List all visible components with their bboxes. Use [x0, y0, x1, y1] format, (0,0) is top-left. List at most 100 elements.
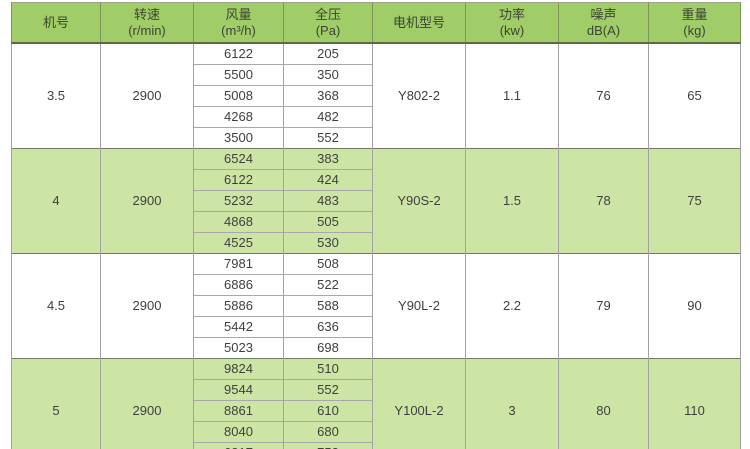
fan-spec-table: 机号 转速 (r/min) 风量 (m³/h) 全压 (Pa) 电机型号 [11, 2, 741, 449]
table-row: 5023 698 [12, 337, 741, 359]
cell-airflow: 9544 [193, 379, 284, 401]
cell-machine-no: 4 [11, 148, 101, 254]
table-row: 6817 752 [12, 442, 741, 449]
cell-power: 1.1 [465, 42, 559, 149]
header-unit: (kw) [499, 22, 525, 38]
cell-weight: 90 [648, 253, 741, 359]
header-label: 电机型号 [392, 14, 445, 30]
cell-airflow: 7981 [193, 253, 284, 275]
cell-pressure: 205 [283, 42, 373, 65]
header-label: 机号 [42, 14, 69, 30]
header-unit: (Pa) [315, 22, 341, 38]
cell-pressure: 610 [283, 400, 373, 422]
cell-airflow: 5232 [193, 190, 284, 212]
header-label: 功率 [498, 6, 525, 22]
cell-airflow: 6886 [193, 274, 284, 296]
table-row: 3500 552 [12, 127, 741, 149]
cell-airflow: 6122 [193, 169, 284, 191]
cell-noise: 79 [558, 253, 649, 359]
table-row: 4868 505 [12, 211, 741, 233]
cell-power: 1.5 [465, 148, 559, 254]
table-row: 5442 636 [12, 316, 741, 338]
cell-airflow: 5500 [193, 64, 284, 86]
table-row: 5886 588 [12, 295, 741, 317]
header-row: 机号 转速 (r/min) 风量 (m³/h) 全压 (Pa) 电机型号 [11, 2, 741, 44]
cell-airflow: 4268 [193, 106, 284, 128]
table-row: 5232 483 [12, 190, 741, 212]
cell-pressure: 698 [283, 337, 373, 359]
table-row: 6886 522 [12, 274, 741, 296]
header-power: 功率 (kw) [465, 2, 559, 44]
cell-pressure: 588 [283, 295, 373, 317]
table-row: 4 2900 6524 383 Y90S-2 1.5 78 75 [11, 148, 741, 254]
cell-pressure: 510 [283, 358, 373, 380]
cell-machine-no: 3.5 [11, 42, 101, 149]
cell-machine-no: 5 [11, 358, 101, 449]
cell-pressure: 530 [283, 232, 373, 254]
cell-airflow: 5886 [193, 295, 284, 317]
header-speed: 转速 (r/min) [100, 2, 194, 44]
header-machine-no: 机号 [11, 2, 101, 44]
header-noise: 噪声 dB(A) [558, 2, 649, 44]
header-unit: (m³/h) [221, 22, 256, 38]
cell-pressure: 752 [283, 442, 373, 449]
cell-airflow: 6524 [193, 148, 284, 170]
cell-pressure: 424 [283, 169, 373, 191]
cell-motor-model: Y100L-2 [372, 358, 466, 449]
cell-airflow: 5023 [193, 337, 284, 359]
table-row: 4.5 2900 7981 508 Y90L-2 2.2 79 90 [11, 253, 741, 359]
cell-pressure: 482 [283, 106, 373, 128]
cell-airflow: 6122 [193, 42, 284, 65]
cell-speed: 2900 [100, 42, 194, 149]
cell-airflow: 8040 [193, 421, 284, 443]
cell-motor-model: Y90L-2 [372, 253, 466, 359]
cell-pressure: 522 [283, 274, 373, 296]
header-airflow: 风量 (m³/h) [193, 2, 284, 44]
table-row: 3.5 2900 6122 205 Y802-2 1.1 76 65 [11, 42, 741, 149]
header-label: 噪声 [590, 6, 617, 22]
cell-airflow: 8861 [193, 400, 284, 422]
cell-airflow: 4525 [193, 232, 284, 254]
cell-power: 2.2 [465, 253, 559, 359]
cell-airflow: 5008 [193, 85, 284, 107]
cell-pressure: 552 [283, 127, 373, 149]
table-row: 5500 350 [12, 64, 741, 86]
cell-speed: 2900 [100, 148, 194, 254]
cell-airflow: 4868 [193, 211, 284, 233]
cell-pressure: 680 [283, 421, 373, 443]
cell-motor-model: Y802-2 [372, 42, 466, 149]
header-motor-model: 电机型号 [372, 2, 466, 44]
table-row: 6122 424 [12, 169, 741, 191]
table-row: 5008 368 [12, 85, 741, 107]
cell-noise: 76 [558, 42, 649, 149]
header-label: 全压 [314, 6, 341, 22]
cell-pressure: 368 [283, 85, 373, 107]
table-row: 4525 530 [12, 232, 741, 254]
header-weight: 重量 (kg) [648, 2, 741, 44]
cell-pressure: 383 [283, 148, 373, 170]
header-unit: (r/min) [128, 22, 166, 38]
table-row: 4268 482 [12, 106, 741, 128]
table-row: 9544 552 [12, 379, 741, 401]
cell-machine-no: 4.5 [11, 253, 101, 359]
table-row: 8861 610 [12, 400, 741, 422]
cell-weight: 75 [648, 148, 741, 254]
table-row: 5 2900 9824 510 Y100L-2 3 80 110 [11, 358, 741, 449]
cell-pressure: 483 [283, 190, 373, 212]
cell-pressure: 505 [283, 211, 373, 233]
cell-airflow: 6817 [193, 442, 284, 449]
header-label: 重量 [681, 6, 708, 22]
cell-noise: 80 [558, 358, 649, 449]
cell-pressure: 552 [283, 379, 373, 401]
cell-speed: 2900 [100, 358, 194, 449]
header-pressure: 全压 (Pa) [283, 2, 373, 44]
cell-pressure: 508 [283, 253, 373, 275]
cell-weight: 65 [648, 42, 741, 149]
cell-airflow: 9824 [193, 358, 284, 380]
cell-pressure: 350 [283, 64, 373, 86]
cell-weight: 110 [648, 358, 741, 449]
cell-airflow: 3500 [193, 127, 284, 149]
header-label: 风量 [225, 6, 252, 22]
header-unit: (kg) [683, 22, 706, 38]
